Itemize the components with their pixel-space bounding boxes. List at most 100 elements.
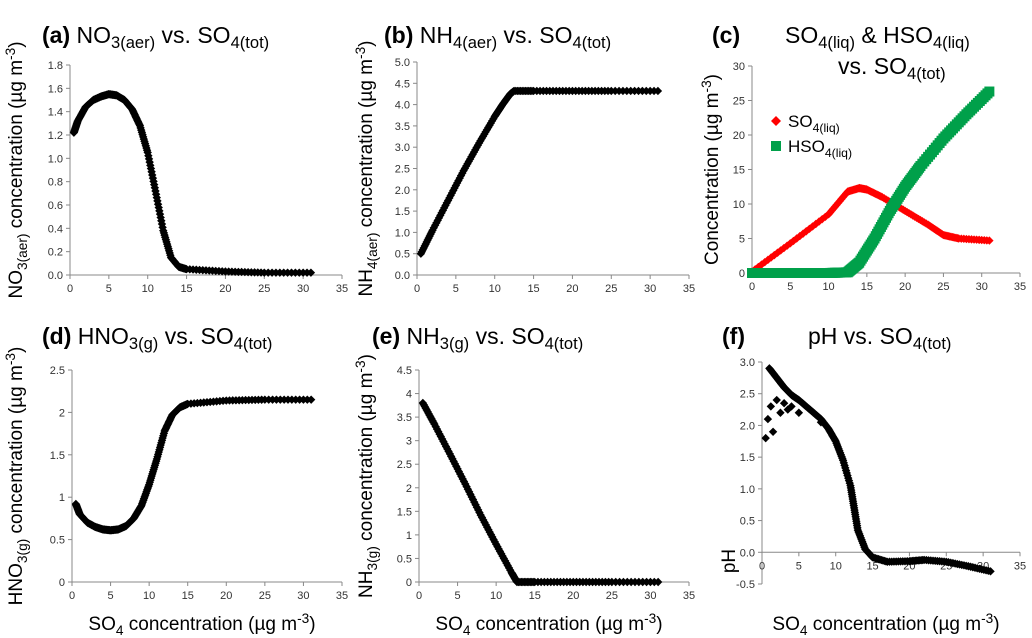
y-tick-label: 4	[406, 389, 412, 401]
y-tick-label: 0.8	[48, 177, 63, 189]
title-sub: 3(aer)	[111, 33, 155, 52]
title-text: vs. SO	[469, 323, 544, 349]
data-point	[786, 239, 795, 248]
x-tick-label: 20	[220, 590, 232, 602]
y-tick-label: 1.5	[395, 206, 410, 218]
x-tick-label: 5	[455, 590, 461, 602]
y-label-text: NH	[356, 269, 377, 296]
y-label-text: HNO	[6, 563, 27, 605]
x-tick-label: 10	[143, 590, 155, 602]
y-tick-label: 5	[739, 234, 745, 246]
y-tick-label: 3.0	[395, 142, 410, 154]
series-c-1	[747, 86, 995, 278]
data-point	[779, 399, 789, 408]
y-label-text: concentration (µg m	[356, 59, 377, 233]
y-tick-label: 4.5	[397, 365, 412, 377]
y-label-sub: 3(aer)	[15, 234, 30, 270]
legend-text: HSO	[788, 137, 825, 156]
y-tick-label: 2.0	[395, 185, 410, 197]
y-label-text: )	[702, 74, 723, 80]
x-tick-label: 20	[899, 281, 911, 293]
panel-c-title: (c)	[712, 22, 740, 48]
legend-label-so4: SO4(liq)	[788, 112, 840, 135]
data-point	[802, 227, 811, 236]
y-label-text: concentration (µg m	[6, 365, 27, 539]
panel-b-title: (b) NH4(aer) vs. SO4(tot)	[384, 22, 611, 52]
title-sub: 4(tot)	[545, 334, 584, 353]
panel-letter: (c)	[712, 22, 740, 48]
panel-letter: (d)	[42, 323, 71, 349]
data-point	[783, 405, 792, 414]
title-text: vs. SO	[158, 323, 233, 349]
x-tick-label: 25	[259, 590, 271, 602]
y-tick-label: 1.5	[397, 506, 412, 518]
legend-marker-hso4	[771, 141, 781, 151]
y-label-sub: 4(aer)	[365, 233, 380, 269]
y-tick-label: 20	[733, 130, 745, 142]
data-point	[306, 268, 316, 277]
x-tick-label: 0	[414, 283, 420, 295]
data-point	[763, 414, 773, 424]
x-label-sup: -3	[297, 611, 309, 626]
panel-b: (b) NH4(aer) vs. SO4(tot)0 5 10 15 20 25 30 350…	[353, 22, 695, 297]
y-label-text: Concentration (µg m	[702, 92, 723, 265]
series-d-0	[71, 395, 316, 535]
x-tick-label: 5	[787, 281, 793, 293]
panel-f-title: (f)	[722, 323, 745, 349]
y-tick-label: 1.2	[48, 130, 63, 142]
y-label-text: )	[6, 41, 27, 47]
y-tick-label: 2	[406, 483, 412, 495]
x-tick-label: 0	[749, 281, 755, 293]
x-tick-label: 15	[180, 283, 192, 295]
panel-c-title-line2: vs. SO4(tot)	[838, 53, 946, 83]
y-tick-label: 1.0	[395, 227, 410, 239]
panel-f-title-text: pH vs. SO4(tot)	[808, 323, 951, 353]
y-tick-label: 1	[406, 530, 412, 542]
legend-marker-so4	[771, 116, 781, 126]
y-label-text: NH	[356, 570, 377, 597]
y-label-text: )	[6, 347, 27, 353]
y-label-sup: -3	[353, 47, 368, 59]
panel-a: (a) NO3(aer) vs. SO4(tot)0 5 10 15 20 25 30 350…	[3, 22, 348, 299]
title-text: NH	[420, 22, 453, 48]
data-point	[760, 257, 769, 267]
legend-text: SO	[788, 112, 813, 131]
x-tick-label: 15	[182, 590, 194, 602]
title-sub: 4(liq)	[818, 33, 855, 52]
title-text: SO	[785, 22, 818, 48]
x-tick-label: 15	[861, 281, 873, 293]
x-label-sup: -3	[644, 611, 656, 626]
x-tick-label: 25	[258, 283, 270, 295]
y-tick-label: 0.5	[740, 516, 755, 528]
title-sub: 4(tot)	[234, 334, 273, 353]
x-tick-label: 25	[606, 590, 618, 602]
y-label-sup: -3	[353, 360, 368, 372]
y-axis-label: NO3(aer) concentration (µg m-3)	[3, 41, 30, 298]
y-label-sup: -3	[3, 353, 18, 365]
y-tick-label: 1.4	[48, 107, 63, 119]
data-point	[794, 408, 804, 417]
title-sub: 4(tot)	[907, 64, 946, 83]
x-tick-label: 35	[336, 283, 348, 295]
y-tick-label: 5.0	[395, 57, 410, 69]
x-tick-label: 35	[683, 590, 695, 602]
x-tick-label: 30	[644, 590, 656, 602]
y-label-text: NO	[6, 270, 27, 299]
y-tick-label: 0.4	[48, 223, 63, 235]
series-f-0	[761, 364, 995, 576]
y-tick-label: 0	[739, 268, 745, 280]
data-point	[653, 577, 663, 587]
x-label-text: concentration (µg m	[123, 614, 297, 635]
y-tick-label: 3.5	[397, 412, 412, 424]
x-axis-label: SO4 concentration (µg m-3)	[88, 611, 315, 638]
data-point	[782, 241, 792, 250]
y-axis-label: pH	[719, 549, 740, 573]
panel-a-title: (a) NO3(aer) vs. SO4(tot)	[42, 22, 269, 52]
y-tick-label: 1.0	[740, 484, 755, 496]
y-tick-label: 1.5	[740, 452, 755, 464]
title-sub: 4(aer)	[453, 33, 497, 52]
title-sub: 4(tot)	[913, 334, 952, 353]
y-tick-label: 0	[59, 577, 65, 589]
x-tick-label: 10	[489, 283, 501, 295]
data-point	[766, 402, 776, 411]
